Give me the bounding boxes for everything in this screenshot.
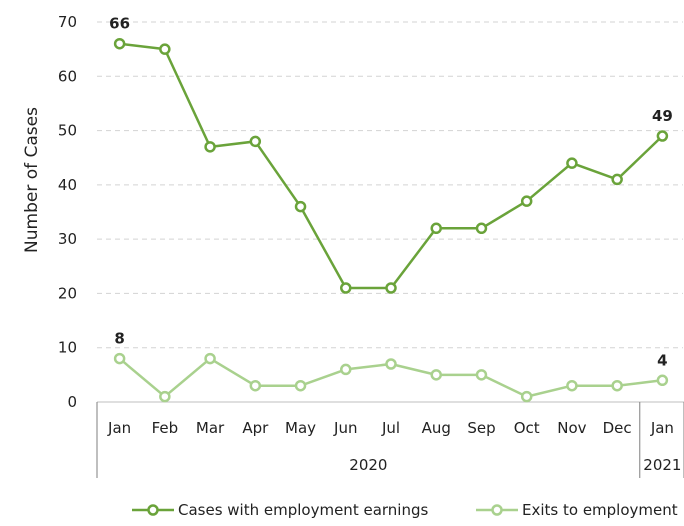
y-axis-ticks: 0 10 20 30 40 50 60 70	[58, 13, 77, 411]
legend-item: Exits to employment	[476, 501, 678, 519]
y-tick-label: 50	[58, 122, 77, 140]
y-axis-label: Number of Cases	[22, 107, 42, 253]
series-line	[119, 42, 664, 290]
y-tick-label: 0	[67, 393, 77, 411]
x-tick-label: Apr	[242, 419, 269, 437]
x-tick-label: Mar	[196, 419, 225, 437]
legend-swatch-marker	[147, 504, 159, 516]
y-tick-label: 60	[58, 67, 77, 85]
data-point	[294, 379, 307, 392]
x-tick-label: May	[285, 419, 316, 437]
x-tick-label: Jul	[381, 419, 400, 437]
x-tick-label: Sep	[467, 419, 495, 437]
year-group-label: 2020	[349, 456, 387, 474]
y-tick-label: 30	[58, 230, 77, 248]
data-label: 8	[114, 330, 124, 348]
x-tick-label: Dec	[603, 419, 632, 437]
y-tick-label: 20	[58, 284, 77, 302]
data-point	[249, 379, 262, 392]
legend-item: Cases with employment earnings	[132, 501, 428, 519]
y-tick-label: 10	[58, 339, 77, 357]
data-point	[520, 390, 533, 403]
data-point	[294, 200, 307, 213]
data-point	[611, 173, 623, 186]
legend-label: Cases with employment earnings	[178, 501, 428, 519]
data-point	[566, 157, 578, 169]
year-group-label: 2021	[643, 456, 681, 474]
data-point	[566, 379, 578, 392]
y-tick-label: 40	[58, 176, 77, 194]
data-point	[430, 369, 442, 381]
data-label: 49	[652, 107, 673, 125]
data-point	[340, 282, 352, 294]
data-point	[204, 352, 216, 365]
data-point	[159, 390, 171, 403]
data-point	[475, 222, 488, 235]
data-point	[204, 141, 216, 153]
legend-swatch-marker	[491, 504, 503, 516]
x-axis: Jan Feb Mar Apr May Jun Jul Aug Sep Oct Nov Dec Jan 2…	[96, 401, 684, 478]
legend: Cases with employment earnings Exits to e…	[132, 501, 678, 519]
data-point	[430, 222, 442, 235]
data-point	[159, 43, 171, 55]
x-tick-label: Aug	[422, 419, 451, 437]
data-point	[656, 130, 669, 142]
data-label: 66	[109, 15, 130, 33]
data-point	[340, 363, 352, 376]
gridlines	[97, 21, 683, 349]
data-point	[611, 379, 623, 392]
data-point	[385, 358, 397, 370]
data-point	[113, 37, 126, 50]
x-tick-label: Oct	[514, 419, 540, 437]
legend-label: Exits to employment	[522, 501, 678, 519]
data-point	[656, 374, 669, 387]
x-tick-label: Jan	[107, 419, 131, 437]
x-tick-label: Jan	[650, 419, 674, 437]
data-label: 4	[657, 351, 667, 369]
x-tick-label: Nov	[557, 419, 586, 437]
x-tick-label: Jun	[333, 419, 357, 437]
data-point	[113, 352, 126, 365]
y-tick-label: 70	[58, 13, 77, 31]
series-1: 66 49	[109, 15, 673, 294]
data-point	[249, 135, 262, 148]
x-tick-label: Feb	[152, 419, 179, 437]
data-point	[520, 195, 533, 207]
data-point	[385, 282, 397, 294]
data-point	[475, 369, 488, 381]
series-2: 84	[113, 330, 669, 403]
